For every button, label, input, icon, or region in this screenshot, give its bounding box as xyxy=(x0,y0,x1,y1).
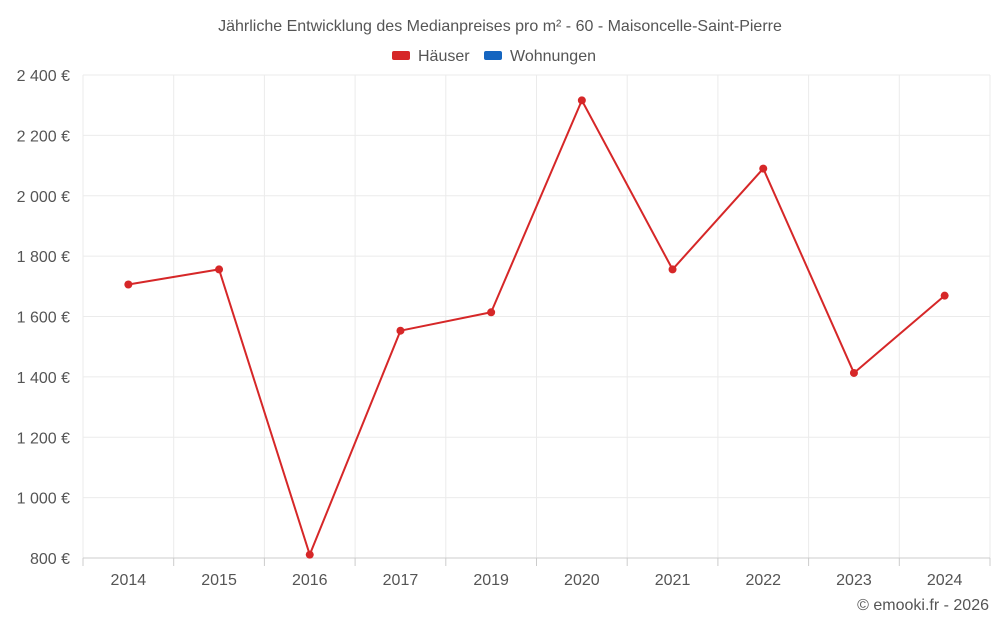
data-point[interactable] xyxy=(577,96,586,105)
x-tick-label: 2024 xyxy=(927,572,963,589)
data-point[interactable] xyxy=(215,265,224,274)
data-point[interactable] xyxy=(759,164,768,173)
y-tick-label: 1 400 € xyxy=(17,370,70,387)
x-tick-label: 2023 xyxy=(836,572,872,589)
x-tick-label: 2019 xyxy=(473,572,509,589)
series-haeuser xyxy=(124,96,949,559)
y-tick-label: 1 200 € xyxy=(17,430,70,447)
grid xyxy=(82,74,991,559)
legend-swatch-wohnungen xyxy=(484,51,502,60)
legend-label-wohnungen: Wohnungen xyxy=(510,48,596,65)
legend-swatch-haeuser xyxy=(392,51,410,60)
data-point[interactable] xyxy=(487,308,496,317)
legend-item-haeuser[interactable]: Häuser xyxy=(392,48,470,65)
data-point[interactable] xyxy=(940,291,949,300)
y-tick-label: 2 200 € xyxy=(17,128,70,145)
y-tick-label: 1 800 € xyxy=(17,249,70,266)
x-axis: 2014 2015 2016 2017 2019 2020 2021 2022 2023 2024 xyxy=(82,557,991,589)
x-tick-label: 2021 xyxy=(655,572,691,589)
data-point[interactable] xyxy=(124,280,133,289)
legend-label-haeuser: Häuser xyxy=(418,48,470,65)
x-tick-label: 2016 xyxy=(292,572,328,589)
data-point[interactable] xyxy=(396,326,405,335)
legend: Häuser Wohnungen xyxy=(392,48,596,65)
x-tick-label: 2022 xyxy=(745,572,781,589)
credit-text: © emooki.fr - 2026 xyxy=(857,597,989,614)
data-point[interactable] xyxy=(305,550,314,559)
x-tick-label: 2017 xyxy=(383,572,419,589)
y-axis: 800 € 1 000 € 1 200 € 1 400 € 1 600 € 1 800 €… xyxy=(17,68,70,568)
chart-title: Jährliche Entwicklung des Medianpreises … xyxy=(218,18,782,35)
x-tick-label: 2015 xyxy=(201,572,237,589)
x-tick-label: 2014 xyxy=(111,572,147,589)
legend-item-wohnungen[interactable]: Wohnungen xyxy=(484,48,596,65)
series-line xyxy=(128,99,946,556)
y-tick-label: 2 000 € xyxy=(17,189,70,206)
data-point[interactable] xyxy=(668,265,677,274)
data-point[interactable] xyxy=(849,368,858,377)
y-tick-label: 800 € xyxy=(30,551,70,568)
y-tick-label: 2 400 € xyxy=(17,68,70,85)
y-tick-label: 1 000 € xyxy=(17,491,70,508)
y-tick-label: 1 600 € xyxy=(17,310,70,327)
x-tick-label: 2020 xyxy=(564,572,600,589)
